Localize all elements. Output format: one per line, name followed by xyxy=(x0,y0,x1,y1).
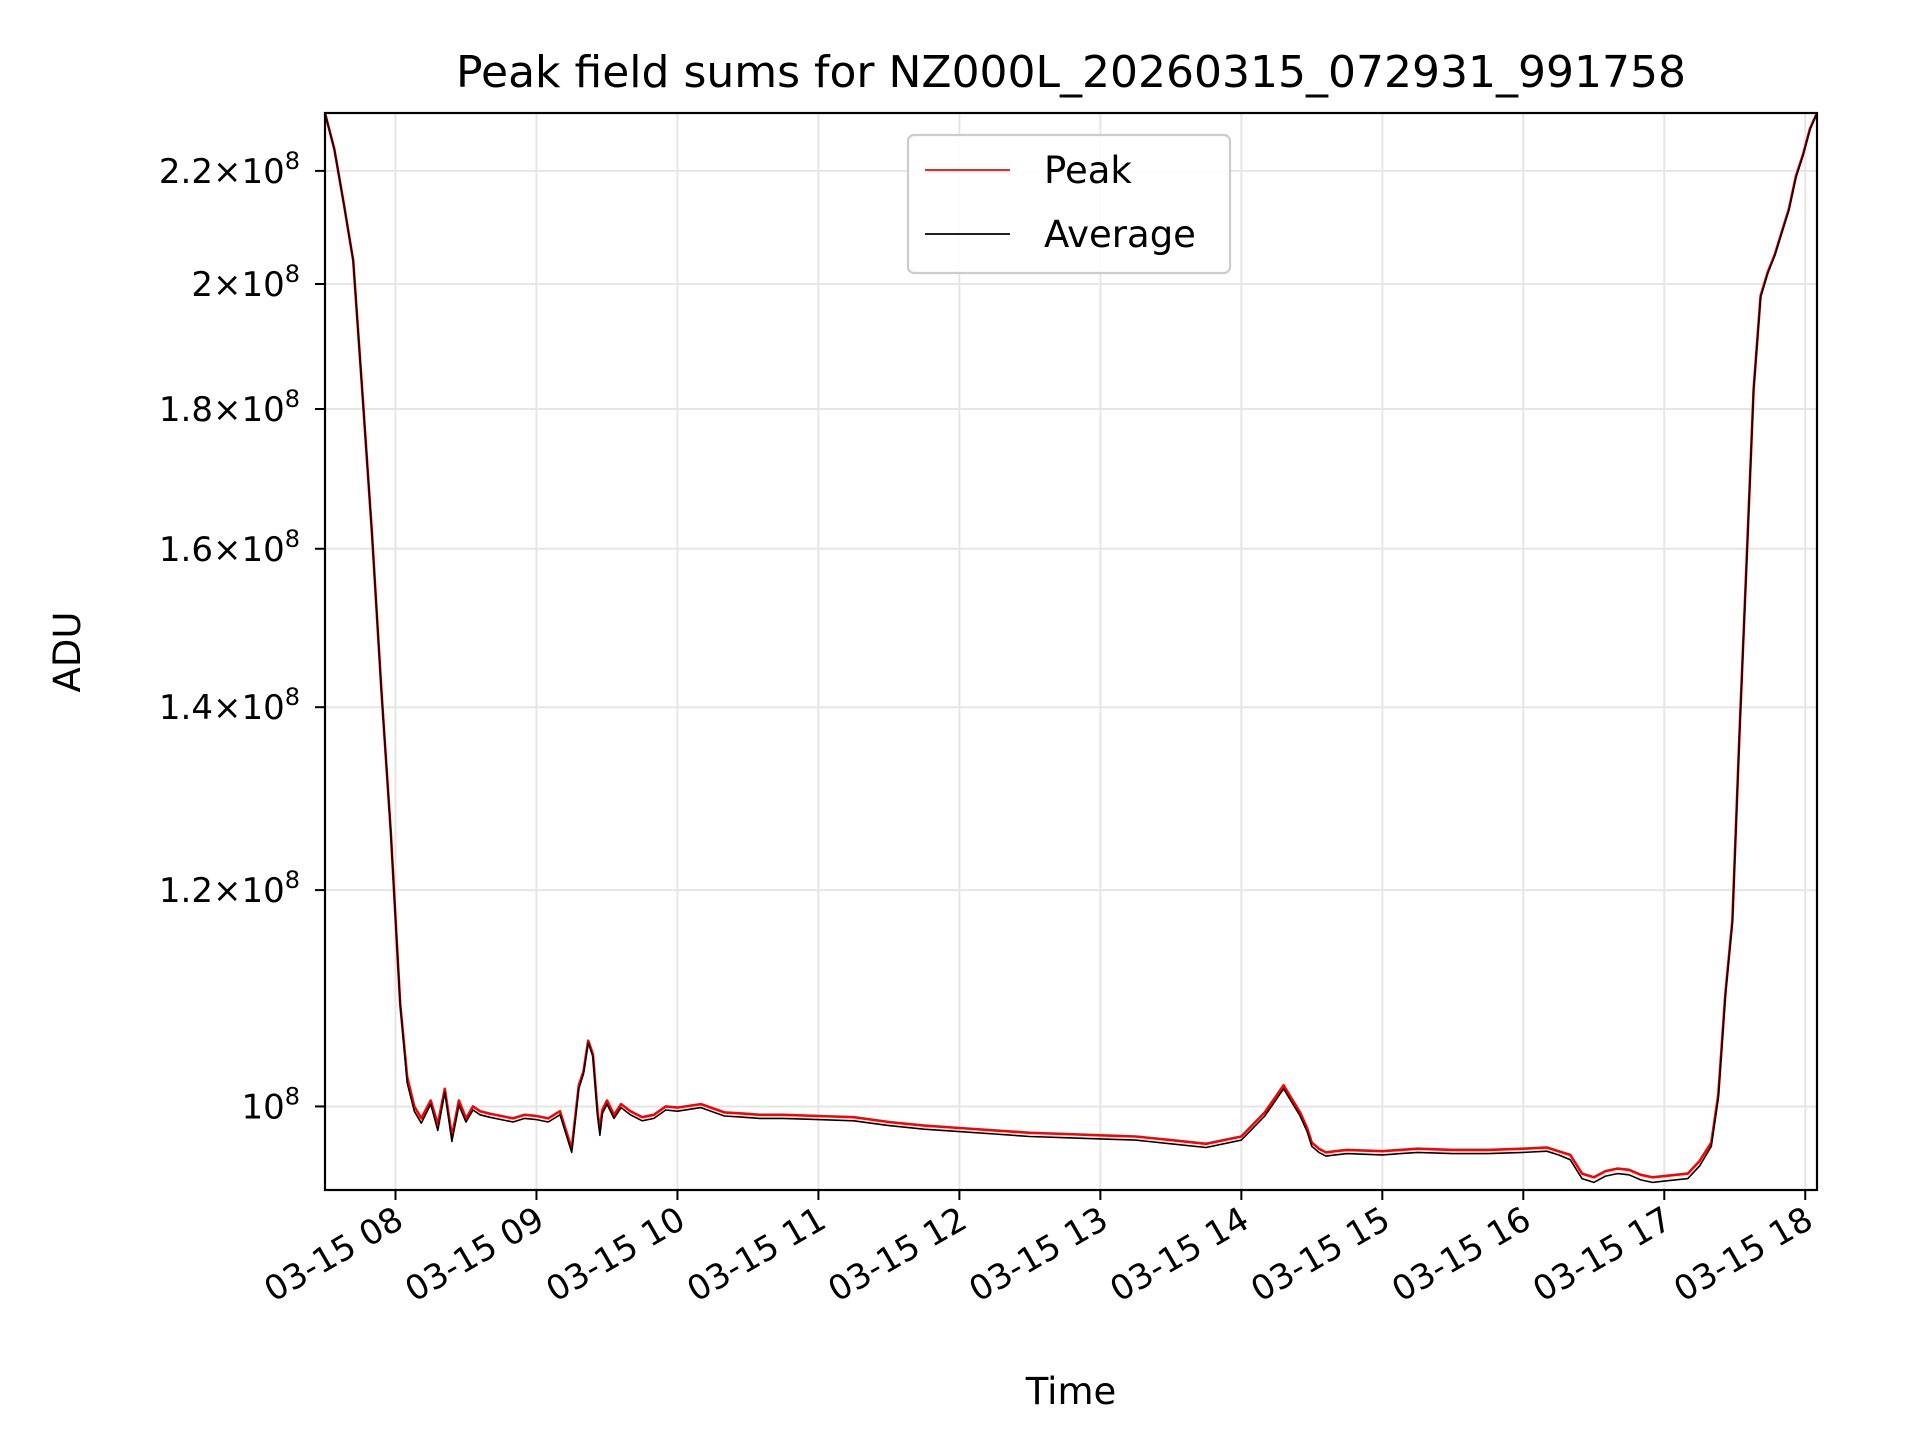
series-lines xyxy=(325,113,1817,1184)
legend-peak-label: Peak xyxy=(1044,149,1132,192)
plot-frame xyxy=(323,111,1819,1192)
y-tick-label: 1.2×108 xyxy=(159,866,300,911)
y-axis-ticks: 1081.2×1081.4×1081.6×1081.8×1082×1082.2×… xyxy=(159,147,325,1127)
y-tick-label: 1.8×108 xyxy=(159,385,300,430)
y-tick-label: 1.4×108 xyxy=(159,683,300,728)
y-tick-label: 2×108 xyxy=(191,260,300,305)
legend-average-label: Average xyxy=(1044,213,1196,256)
y-tick-label: 1.6×108 xyxy=(159,525,300,570)
chart-title: Peak field sums for NZ000L_20260315_0729… xyxy=(456,47,1686,98)
series-line-average xyxy=(325,113,1817,1184)
x-axis-title: Time xyxy=(1025,1370,1117,1413)
y-tick-label: 2.2×108 xyxy=(159,147,300,192)
series-line-peak xyxy=(325,113,1817,1179)
grid xyxy=(325,113,1817,1190)
legend: Peak Average xyxy=(906,133,1232,275)
y-axis-title: ADU xyxy=(46,612,89,693)
